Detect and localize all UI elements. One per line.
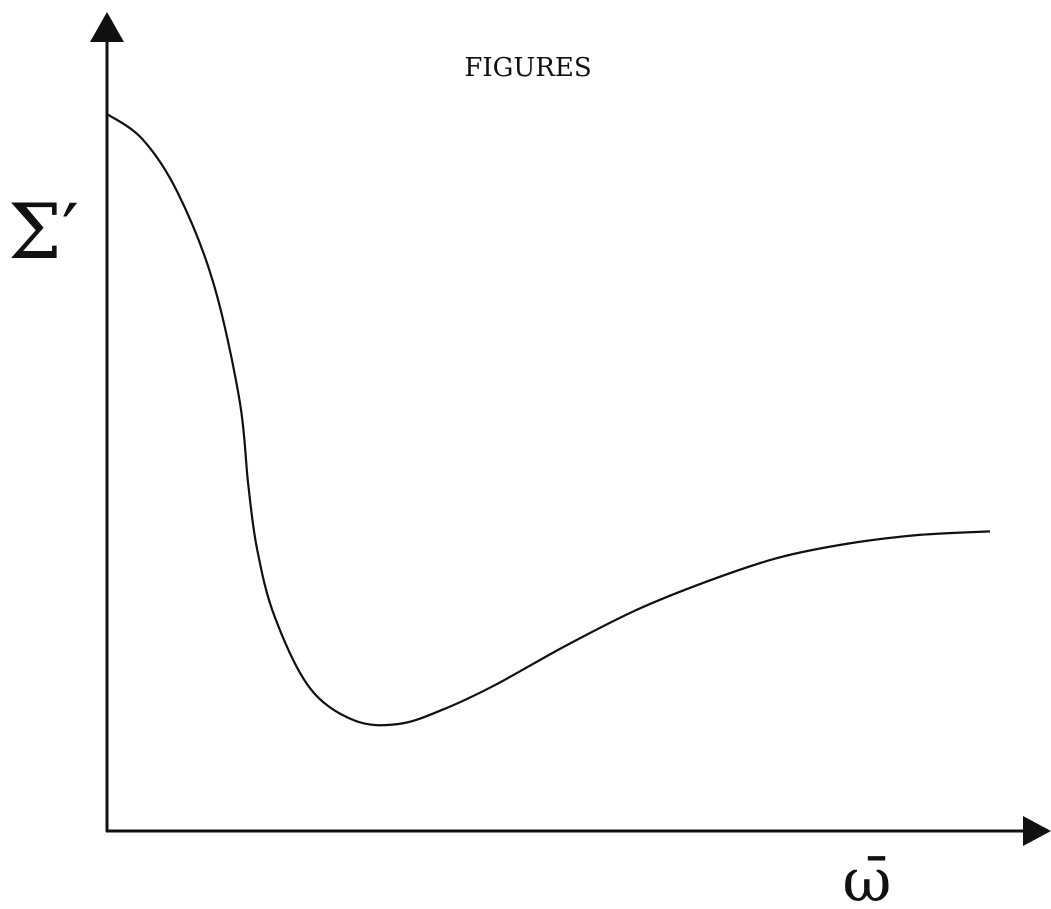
x-axis (106, 816, 1051, 846)
page-header: FIGURES (464, 53, 591, 83)
series-line (106, 113, 991, 727)
y-axis-arrow-icon (90, 12, 124, 42)
x-axis-label: ω̄ (843, 846, 892, 909)
x-axis-arrow-icon (1023, 816, 1051, 846)
y-axis-label: Σ′ (8, 187, 79, 276)
y-axis (90, 12, 124, 832)
